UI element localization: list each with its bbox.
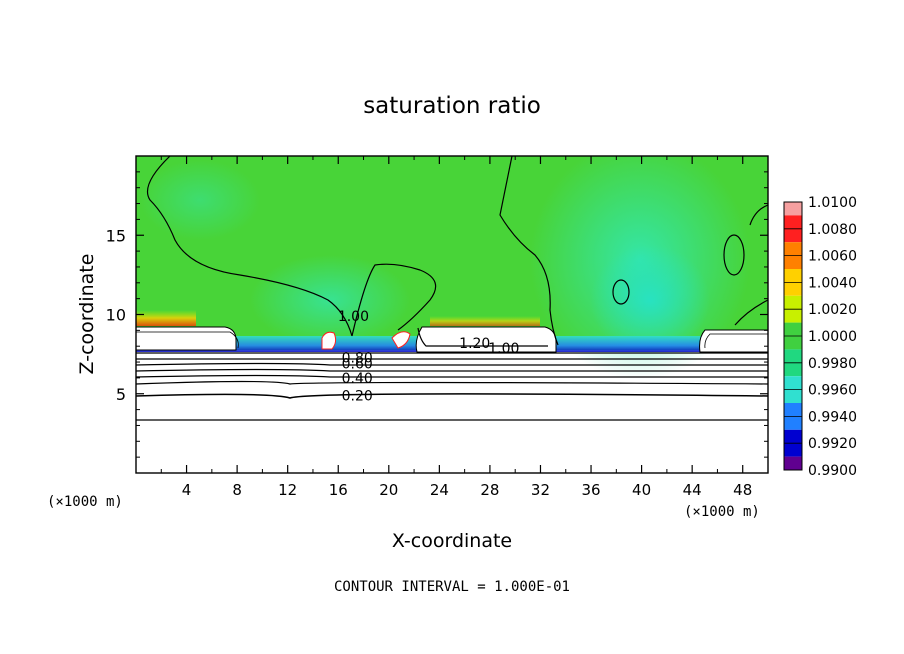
colorbar-swatch xyxy=(784,416,802,429)
contour-label: 1.00 xyxy=(338,309,369,325)
colorbar-swatch xyxy=(784,269,802,282)
x-axis-label: X-coordinate xyxy=(392,530,512,552)
colorbar-swatch xyxy=(784,336,802,349)
chart-title: saturation ratio xyxy=(363,93,541,119)
colorbar-swatch xyxy=(784,242,802,255)
field-warm-band-left xyxy=(136,310,196,326)
x-unit-right: (×1000 m) xyxy=(684,504,760,520)
colorbar-swatch xyxy=(784,296,802,309)
colorbar-label: 0.9960 xyxy=(808,383,857,399)
colorbar-swatch xyxy=(784,349,802,362)
field-warm-band-mid xyxy=(430,316,540,326)
colorbar-swatch xyxy=(784,403,802,416)
x-tick-label: 24 xyxy=(430,481,449,499)
x-tick-label: 20 xyxy=(379,481,398,499)
colorbar-label: 0.9900 xyxy=(808,463,857,479)
contour-label: 1.00 xyxy=(488,341,519,357)
field-cyan-left xyxy=(140,160,260,240)
field-cyan-mid xyxy=(250,255,410,345)
colorbar-swatch xyxy=(784,202,802,215)
x-tick-label: 36 xyxy=(581,481,600,499)
colorbar-swatch xyxy=(784,282,802,295)
cloud-block-left xyxy=(136,327,236,350)
colorbar-swatch xyxy=(784,363,802,376)
x-unit-left: (×1000 m) xyxy=(47,494,123,510)
contour-label: 0.20 xyxy=(342,388,373,404)
y-tick-label: 5 xyxy=(116,385,126,404)
colorbar-swatch xyxy=(784,430,802,443)
colorbar-label: 1.0040 xyxy=(808,275,857,291)
plot-area xyxy=(136,140,768,473)
colorbar-swatch xyxy=(784,443,802,456)
x-tick-label: 28 xyxy=(480,481,499,499)
x-tick-label: 44 xyxy=(683,481,702,499)
x-tick-label: 48 xyxy=(733,481,752,499)
contour-interval-note: CONTOUR INTERVAL = 1.000E-01 xyxy=(334,579,570,595)
contour-label: 1.20 xyxy=(459,336,490,352)
x-tick-label: 40 xyxy=(632,481,651,499)
colorbar-swatch xyxy=(784,457,802,470)
contour-label: 0.40 xyxy=(342,371,373,387)
colorbar-label: 1.0020 xyxy=(808,302,857,318)
colorbar-label: 1.0000 xyxy=(808,329,857,345)
colorbar-label: 0.9980 xyxy=(808,356,857,372)
cloud-block-right xyxy=(700,330,768,352)
colorbar-label: 1.0100 xyxy=(808,195,857,211)
colorbar-swatch xyxy=(784,390,802,403)
x-tick-label: 8 xyxy=(232,481,242,499)
x-tick-label: 12 xyxy=(278,481,297,499)
y-tick-label: 15 xyxy=(106,226,126,245)
colorbar-swatch xyxy=(784,376,802,389)
colorbar-label: 0.9920 xyxy=(808,436,857,452)
colorbar-swatch xyxy=(784,229,802,242)
colorbar-swatch xyxy=(784,323,802,336)
colorbar-swatch xyxy=(784,309,802,322)
colorbar-label: 0.9940 xyxy=(808,409,857,425)
y-axis-label: Z-coordinate xyxy=(76,254,98,375)
x-tick-label: 4 xyxy=(182,481,192,499)
x-tick-label: 16 xyxy=(329,481,348,499)
colorbar-swatch xyxy=(784,256,802,269)
y-tick-label: 10 xyxy=(106,306,126,325)
cloud-fragment-1 xyxy=(322,332,336,349)
colorbar-swatch xyxy=(784,215,802,228)
colorbar: 1.0100 1.0080 1.0060 1.0040 1.0020 1.0000 0.99… xyxy=(784,195,857,479)
colorbar-label: 1.0080 xyxy=(808,222,857,238)
colorbar-label: 1.0060 xyxy=(808,249,857,265)
x-tick-label: 32 xyxy=(531,481,550,499)
